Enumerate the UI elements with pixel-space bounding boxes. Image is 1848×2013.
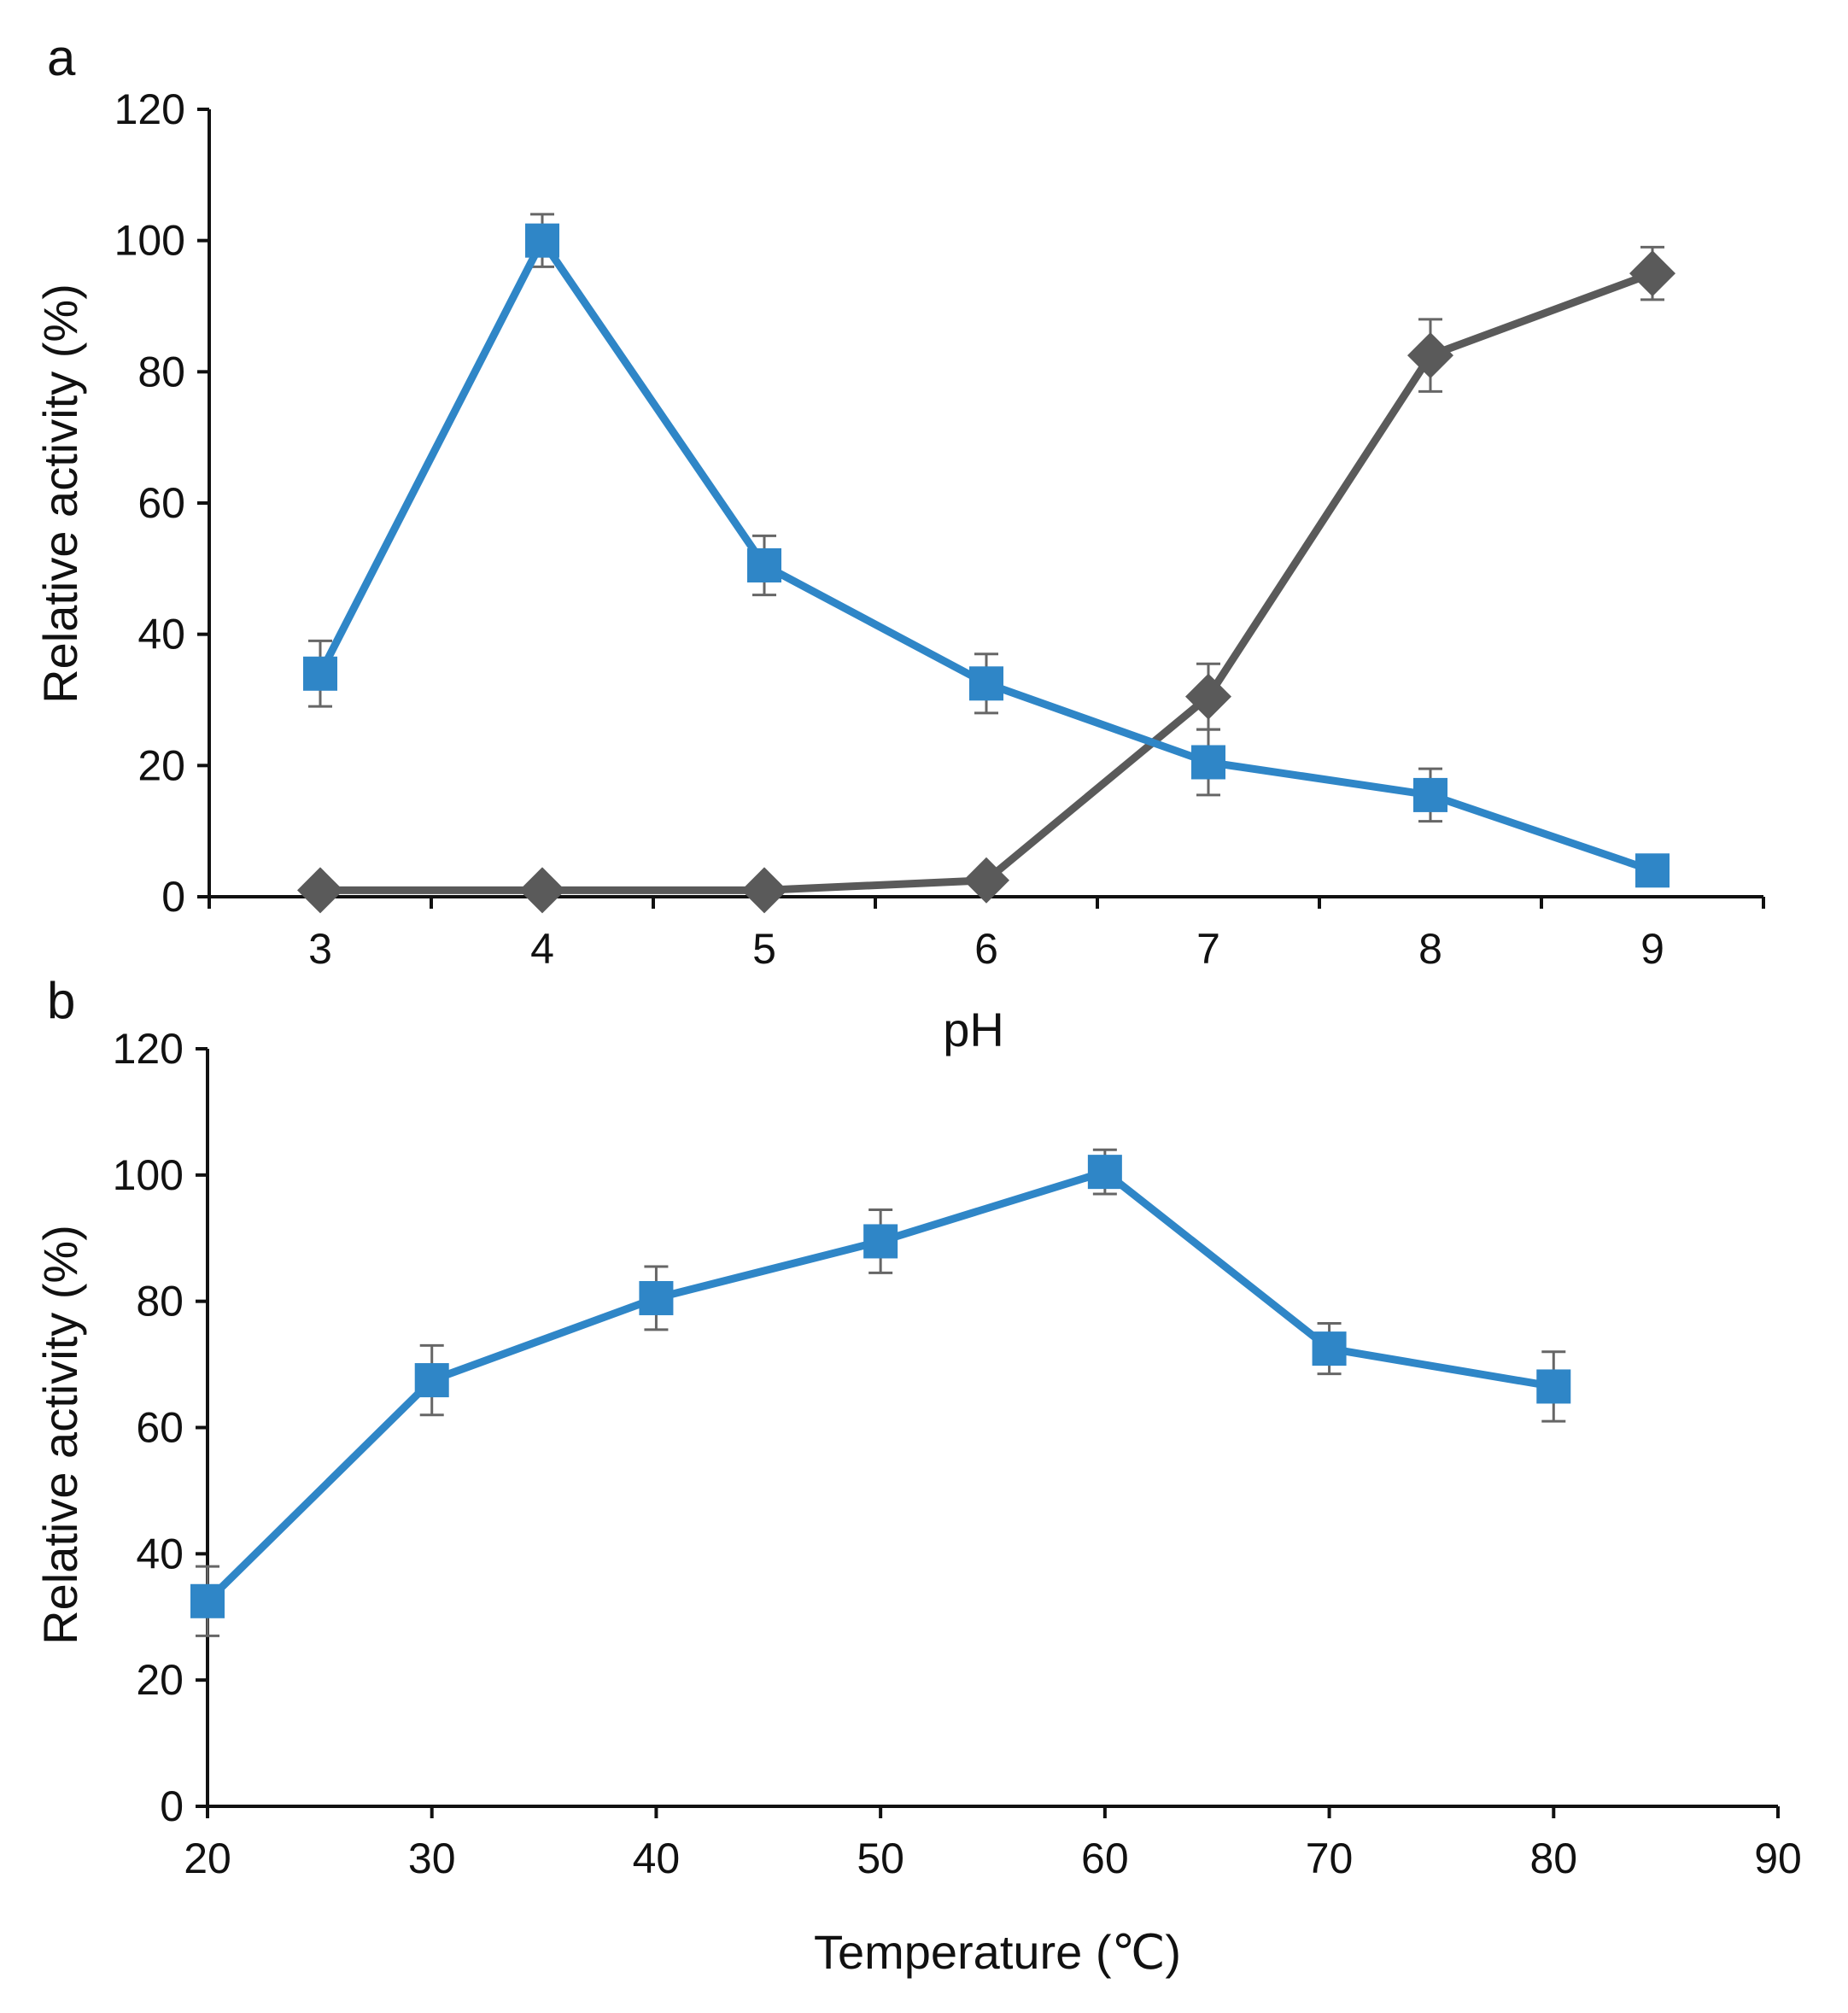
a-point-blue-squares <box>303 656 337 691</box>
a-x-tick-label: 6 <box>974 925 998 973</box>
a-point-blue-squares <box>747 547 781 582</box>
a-y-tick-label: 80 <box>137 348 185 395</box>
y-axis-title-b: Relative activity (%) <box>33 1225 87 1645</box>
b-y-tick-label: 20 <box>136 1656 184 1704</box>
a-x-tick-label: 9 <box>1640 925 1664 973</box>
b-y-tick-label: 0 <box>160 1782 184 1830</box>
b-point-blue-squares <box>863 1224 898 1259</box>
b-y-tick-label: 40 <box>136 1530 184 1577</box>
b-point-blue-squares <box>414 1363 449 1398</box>
a-y-tick-label: 60 <box>137 479 185 527</box>
a-line-gray-diamonds <box>320 269 1654 894</box>
panel-b: b Relative activity (%) Temperature (℃) … <box>33 972 1802 1979</box>
a-x-tick-label: 8 <box>1418 925 1442 973</box>
b-x-tick-label: 50 <box>857 1835 904 1882</box>
b-x-tick-label: 70 <box>1306 1835 1354 1882</box>
a-point-blue-squares <box>1413 777 1447 812</box>
b-x-tick-label: 80 <box>1529 1835 1577 1882</box>
b-point-blue-squares <box>1536 1369 1571 1404</box>
b-point-blue-squares <box>190 1583 225 1618</box>
a-series-blue-squares <box>303 213 1670 888</box>
a-point-gray-diamonds <box>1185 673 1231 720</box>
panel-label-a: a <box>47 29 76 86</box>
b-y-tick-label: 100 <box>113 1151 184 1199</box>
a-y-tick-label: 100 <box>114 217 185 265</box>
a-series-gray-diamonds <box>297 245 1675 914</box>
b-x-tick-label: 60 <box>1081 1835 1129 1882</box>
a-x-tick-label: 5 <box>752 925 776 973</box>
a-x-tick-label: 3 <box>308 925 332 973</box>
panel-label-b: b <box>47 972 75 1029</box>
panel-a: a Relative activity (%) pH 0 20 40 60 80 100 1… <box>33 29 1765 1056</box>
a-point-blue-squares <box>969 666 1003 701</box>
a-point-gray-diamonds <box>741 867 787 914</box>
y-axis-title-a: Relative activity (%) <box>33 284 87 704</box>
a-point-gray-diamonds <box>1407 332 1453 379</box>
a-point-blue-squares <box>1635 853 1670 888</box>
b-y-tick-label: 80 <box>136 1278 184 1325</box>
x-axis-title-b: Temperature (℃) <box>814 1925 1181 1979</box>
plot-area-a: 0 20 40 60 80 100 120 3 4 5 6 7 8 9 <box>114 85 1765 973</box>
a-point-gray-diamonds <box>297 867 343 914</box>
b-x-tick-label: 90 <box>1754 1835 1802 1882</box>
a-y-tick-label: 120 <box>114 85 185 133</box>
a-x-tick-label: 7 <box>1196 925 1220 973</box>
a-y-tick-label: 0 <box>161 873 185 921</box>
a-y-tick-label: 20 <box>137 741 185 789</box>
b-point-blue-squares <box>1087 1155 1122 1190</box>
a-y-tick-label: 40 <box>137 611 185 658</box>
a-point-gray-diamonds <box>1629 250 1675 297</box>
a-point-gray-diamonds <box>519 867 565 914</box>
a-x-tick-label: 4 <box>530 925 554 973</box>
a-point-blue-squares <box>525 223 559 258</box>
a-line-blue-squares <box>316 237 1654 875</box>
b-point-blue-squares <box>1312 1331 1347 1366</box>
x-axis-title-a: pH <box>943 1003 1004 1056</box>
b-series-blue-squares <box>190 1148 1571 1637</box>
a-point-blue-squares <box>1191 745 1225 780</box>
b-y-tick-label: 120 <box>113 1025 184 1073</box>
b-x-tick-label: 40 <box>633 1835 681 1882</box>
b-point-blue-squares <box>639 1280 674 1315</box>
b-x-tick-label: 20 <box>184 1835 231 1882</box>
a-point-gray-diamonds <box>963 857 1009 904</box>
b-x-tick-label: 30 <box>408 1835 456 1882</box>
b-y-tick-label: 60 <box>136 1404 184 1452</box>
